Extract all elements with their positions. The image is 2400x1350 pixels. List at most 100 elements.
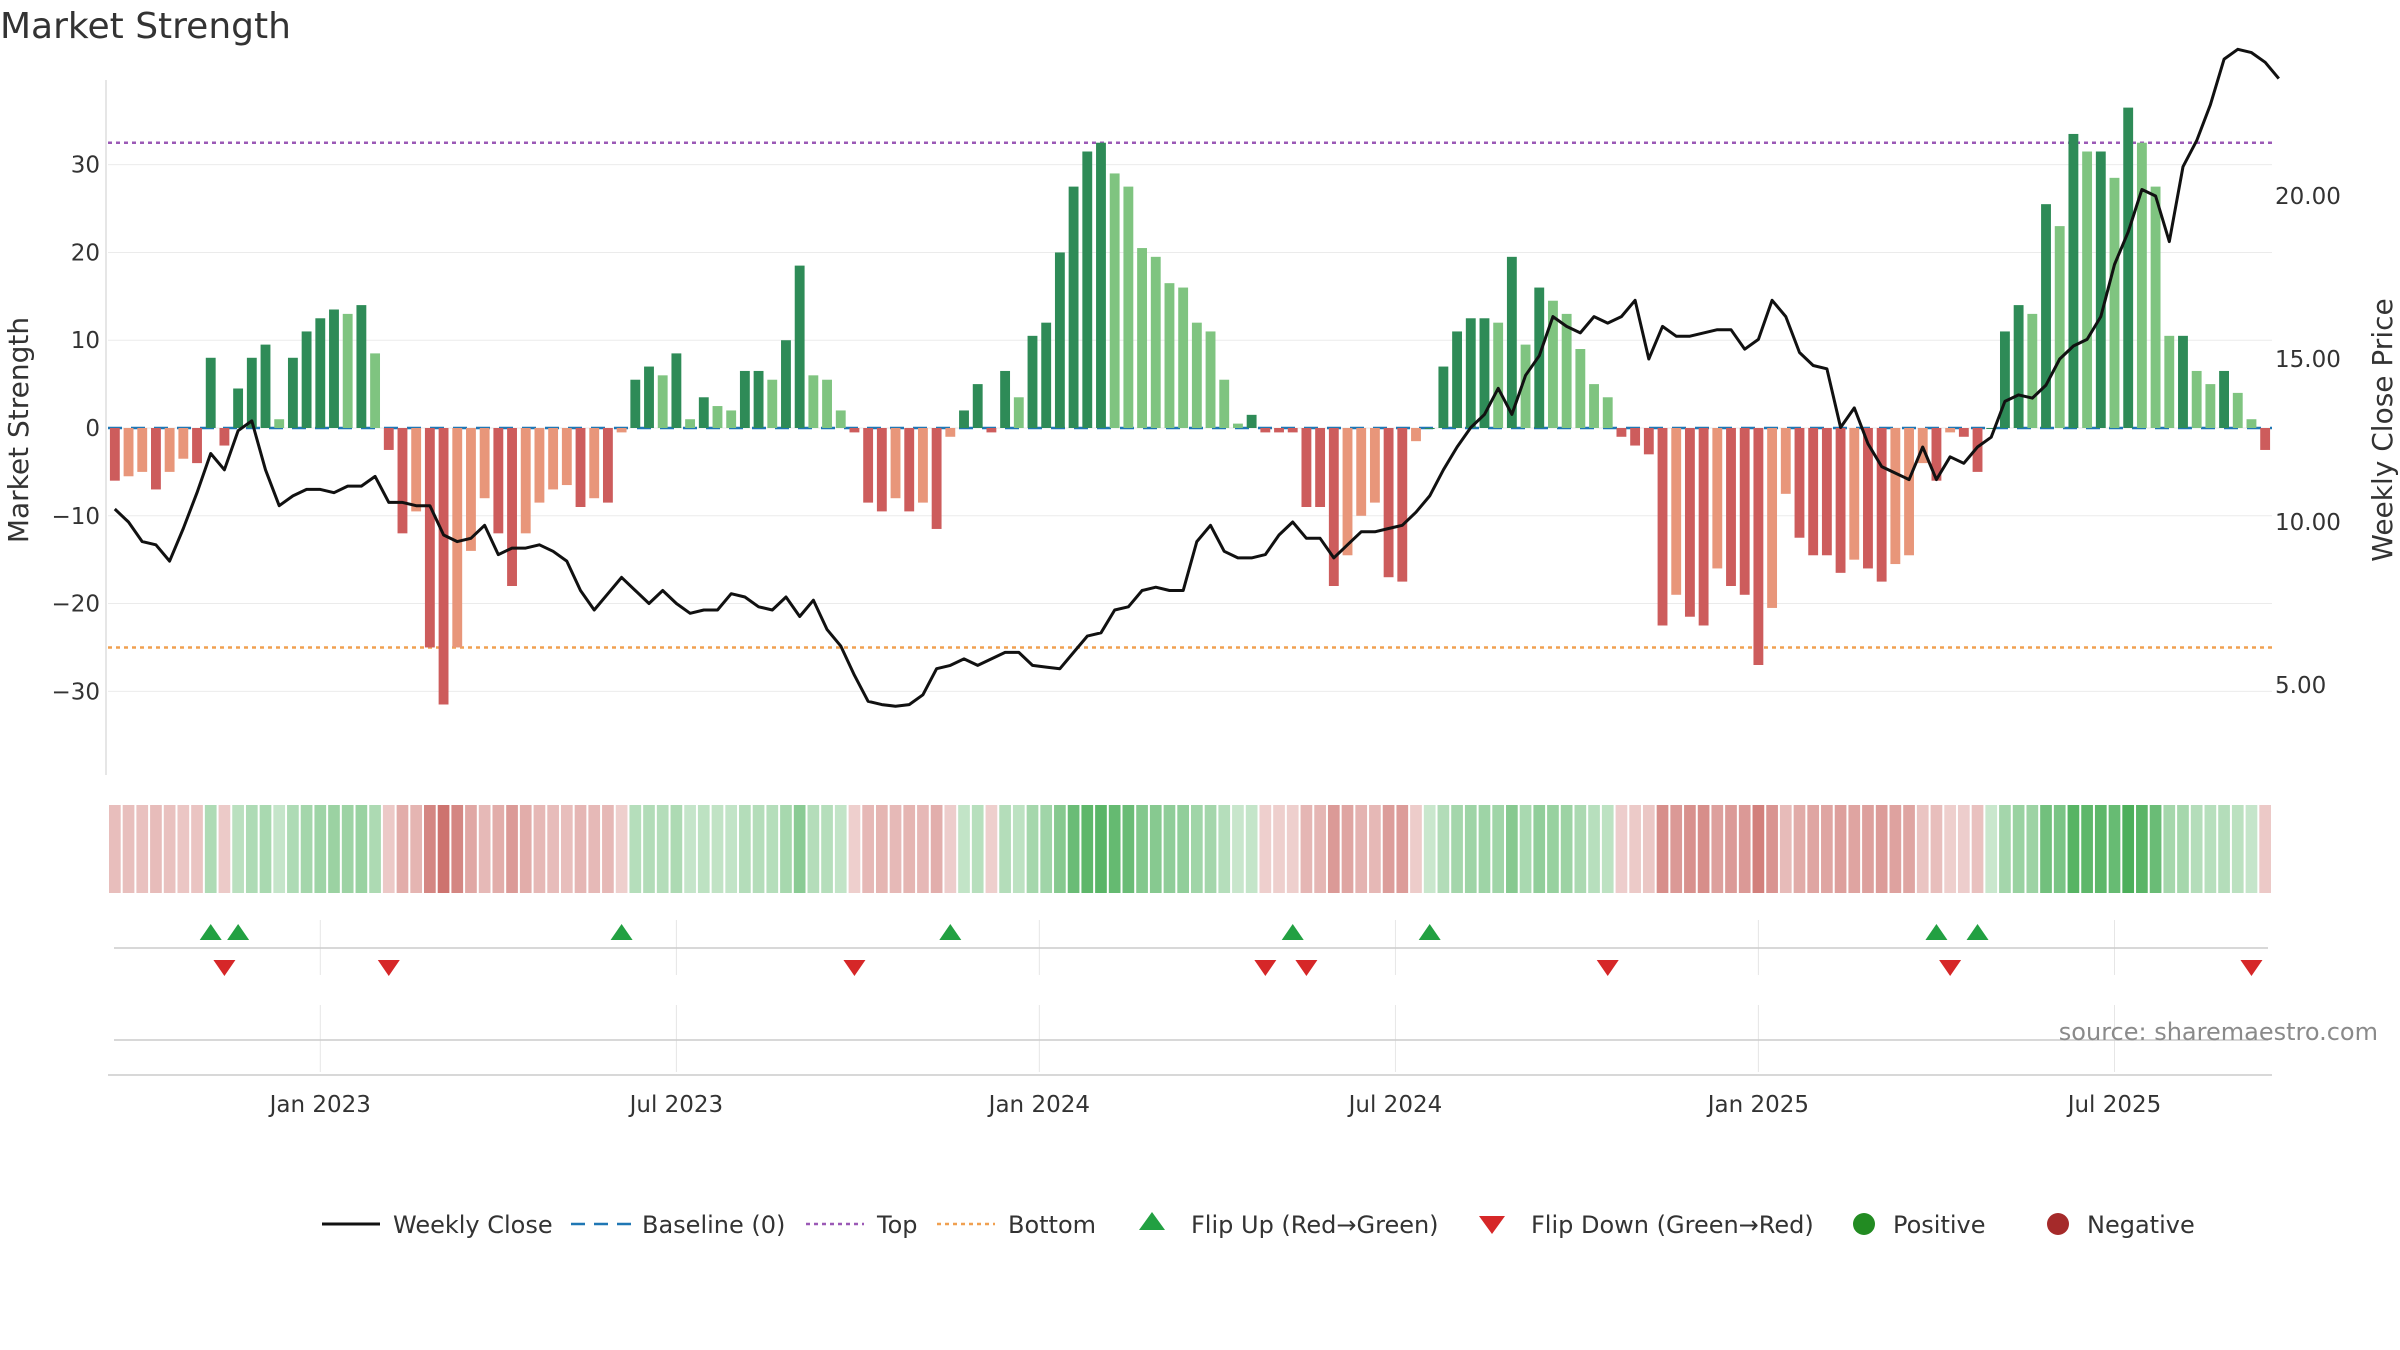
strip-cell [150,805,162,893]
flip-up-marker [1925,924,1948,940]
strength-bar [1671,428,1682,595]
strength-bar [1205,331,1216,428]
strength-bar [849,428,860,433]
strength-bar [1863,428,1873,569]
strength-bar [2054,226,2065,428]
strip-cell [971,805,984,893]
strength-bar [1123,186,1134,428]
strip-cell [1574,805,1587,893]
strength-bar [698,397,709,428]
strip-cell [1259,805,1272,893]
strip-cell [2218,805,2230,893]
strength-bar [1164,283,1175,428]
strip-cell [1492,805,1505,893]
strength-bar [2178,335,2188,428]
strip-cell [1314,805,1326,893]
strength-bar [1767,428,1778,608]
strength-bar [2027,313,2038,428]
strength-bar [781,340,791,428]
strip-cell [1519,805,1532,893]
strength-bar [1342,428,1353,556]
strip-cell [1040,805,1053,893]
legend-label: Weekly Close [393,1211,553,1239]
strip-cell [1697,805,1710,893]
strip-cell [739,805,751,893]
strength-bar [890,428,901,499]
strip-cell [2094,805,2107,893]
strip-cell [958,805,970,893]
strength-bar [602,428,613,503]
y-axis-label: Market Strength [2,317,35,543]
strip-cell [1081,805,1094,893]
strip-cell [245,805,258,893]
strip-cell [300,805,313,893]
strength-bar [493,428,504,534]
strip-cell [410,805,423,893]
strength-bar [1260,428,1271,433]
strength-bar [1602,397,1613,428]
strength-bar [1438,366,1449,428]
strip-cell [1684,805,1696,893]
x-tick-label: Jan 2025 [1706,1092,1809,1118]
strip-cell [1286,805,1299,893]
strip-cell [1971,805,1984,893]
strip-cell [122,805,135,893]
strength-bar [123,428,134,477]
strength-bar [1301,428,1312,507]
strength-bar [1246,414,1257,428]
strength-bar [1191,322,1202,428]
strength-bar [972,384,983,428]
strip-cell [1067,805,1080,893]
strip-cell [2259,805,2271,893]
strip-cell [656,805,669,893]
strength-bar [835,410,846,428]
strength-bar [1383,428,1394,578]
strength-bar [1890,428,1901,565]
strength-bar [1520,344,1531,428]
flip-down-marker [1254,960,1277,976]
strip-cell [999,805,1011,893]
strength-bar [178,428,189,459]
strength-bar [822,379,832,428]
strength-bar [1684,428,1695,617]
strength-bar [2260,428,2271,450]
strength-bar [1054,252,1065,428]
strip-cell [533,805,546,893]
flip-markers [199,924,2263,976]
strip-cell [218,805,231,893]
strength-bar [753,370,764,428]
y-tick-label: 20 [71,240,100,266]
strength-bar [986,428,997,433]
strength-bar [1548,300,1558,428]
y2-axis-label: Weekly Close Price [2366,298,2399,561]
strength-bar [164,428,175,472]
strength-bar [1835,428,1846,573]
strength-bar [1698,428,1709,626]
strip-cell [1779,805,1792,893]
strip-cell [1464,805,1477,893]
strip-cell [766,805,779,893]
strength-bar [1506,256,1517,428]
strength-bar [383,428,394,450]
chart-title: Market Strength [0,6,291,47]
strip-cell [1533,805,1546,893]
legend-label: Top [876,1211,918,1239]
strength-bar [1150,256,1161,428]
strength-bar [1000,370,1011,428]
strength-bar [904,428,915,512]
strip-cell [2040,805,2052,893]
strength-bar [739,370,750,428]
strip-cell [1903,805,1915,893]
strip-cell [1410,805,1422,893]
strip-cell [807,805,820,893]
strength-bar [2164,335,2175,428]
strength-bar [315,318,326,428]
strip-cell [574,805,587,893]
strip-cell [1738,805,1751,893]
strip-cell [2053,805,2066,893]
strip-cell [396,805,409,893]
strength-bar [1082,151,1093,428]
x-tick-label: Jan 2024 [987,1092,1090,1118]
strip-cell [1985,805,1998,893]
strength-bars [109,107,2271,705]
